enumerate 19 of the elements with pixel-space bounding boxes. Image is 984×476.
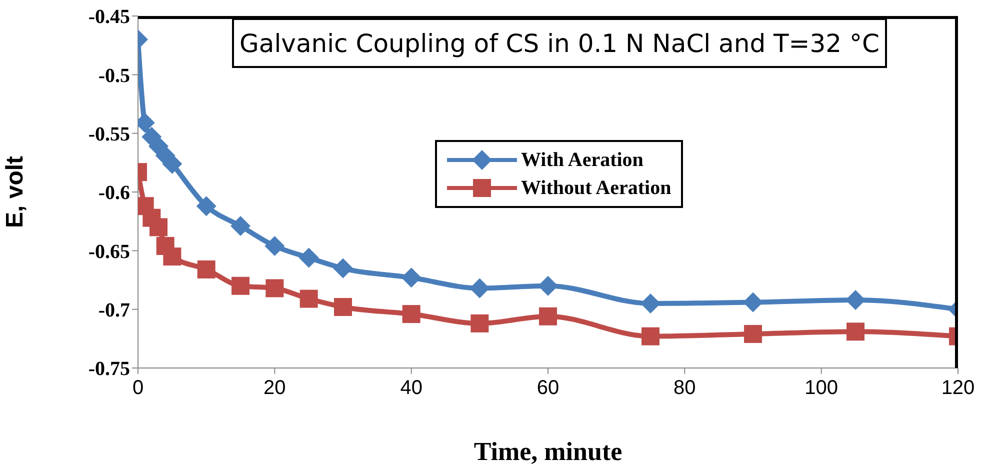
y-tick-label: -0.45 <box>88 6 130 28</box>
x-tick-label: 0 <box>132 377 144 400</box>
x-tick-label: 120 <box>941 377 975 400</box>
y-tick-label: -0.6 <box>98 182 130 204</box>
legend-label: Without Aeration <box>521 176 672 200</box>
y-axis-title: E, volt <box>2 156 29 228</box>
x-tick-label: 40 <box>400 377 422 400</box>
y-tick-label: -0.5 <box>98 64 130 87</box>
x-tick-label: 100 <box>804 377 838 400</box>
x-axis-title: Time, minute <box>474 437 622 466</box>
x-tick-label: 60 <box>536 377 560 400</box>
y-tick-label: -0.55 <box>88 123 130 146</box>
x-tick-label: 20 <box>264 377 286 400</box>
x-tick-label: 80 <box>674 377 696 400</box>
y-tick-label: -0.75 <box>88 358 130 380</box>
y-tick-label: -0.7 <box>98 299 130 322</box>
legend-label: With Aeration <box>521 148 644 172</box>
y-tick-label: -0.65 <box>88 240 130 263</box>
text: Galvanic Coupling of CS in 0.1 N NaCl and T=32 °C <box>232 18 887 68</box>
